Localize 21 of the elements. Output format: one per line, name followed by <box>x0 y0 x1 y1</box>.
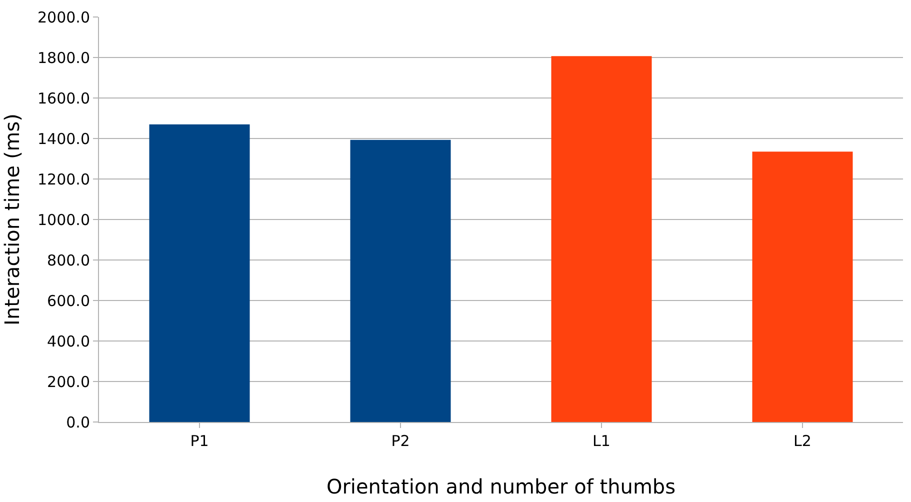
y-tick-label: 1200.0 <box>38 170 90 188</box>
x-axis-title: Orientation and number of thumbs <box>326 474 676 498</box>
bar <box>551 56 652 422</box>
y-tick-label: 600.0 <box>47 292 90 310</box>
y-tick-label: 200.0 <box>47 372 90 391</box>
x-tick-label: L2 <box>794 432 812 450</box>
bar <box>752 152 853 422</box>
y-tick-label: 1800.0 <box>38 48 90 67</box>
y-tick-label: 1600.0 <box>38 89 90 108</box>
bar <box>149 124 250 422</box>
y-tick-label: 400.0 <box>47 332 90 350</box>
x-tick-label: L1 <box>592 432 610 450</box>
y-tick-label: 1400.0 <box>38 130 90 148</box>
y-tick-label: 1000.0 <box>38 210 90 229</box>
bar <box>350 140 451 422</box>
x-tick-label: P1 <box>190 432 209 450</box>
y-axis-title: Interaction time (ms) <box>0 114 24 326</box>
x-tick-label: P2 <box>391 432 410 450</box>
y-tick-label: 800.0 <box>47 251 90 270</box>
y-tick-label: 0.0 <box>66 413 90 432</box>
y-tick-label: 2000.0 <box>38 8 90 26</box>
